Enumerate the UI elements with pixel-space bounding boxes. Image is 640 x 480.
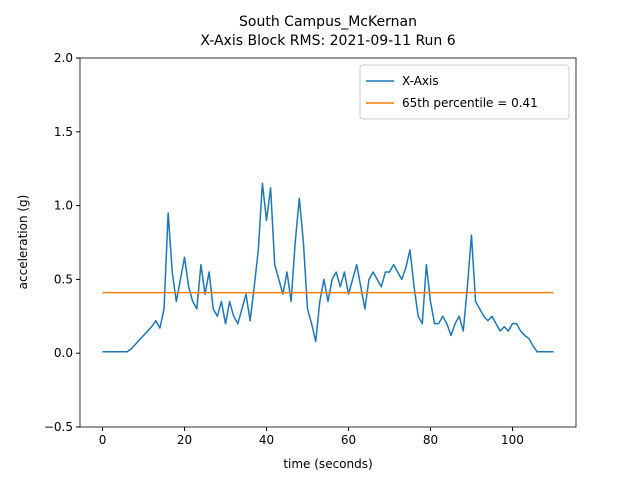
chart-subtitle: X-Axis Block RMS: 2021-09-11 Run 6	[200, 33, 455, 49]
x-tick-label: 20	[177, 433, 192, 447]
y-tick-label: 0.0	[54, 346, 73, 360]
y-tick-label: 2.0	[54, 51, 73, 65]
x-tick-label: 60	[341, 433, 356, 447]
y-tick-label: 1.0	[54, 199, 73, 213]
x-tick-label: 80	[423, 433, 438, 447]
legend-label: X-Axis	[402, 74, 439, 88]
legend-box	[359, 64, 570, 120]
y-tick-label: 0.5	[54, 272, 73, 286]
series-line	[102, 182, 554, 353]
plot-frame	[79, 57, 577, 428]
chart-title: South Campus_McKernan	[239, 14, 417, 30]
x-tick-label: 100	[501, 433, 524, 447]
x-tick-label: 40	[259, 433, 274, 447]
x-axis-label: time (seconds)	[283, 457, 372, 471]
y-tick-label: −0.5	[44, 420, 73, 434]
y-axis-label: acceleration (g)	[16, 195, 30, 290]
y-tick-label: 1.5	[54, 125, 73, 139]
x-tick-label: 0	[99, 433, 107, 447]
legend-label: 65th percentile = 0.41	[402, 96, 538, 110]
